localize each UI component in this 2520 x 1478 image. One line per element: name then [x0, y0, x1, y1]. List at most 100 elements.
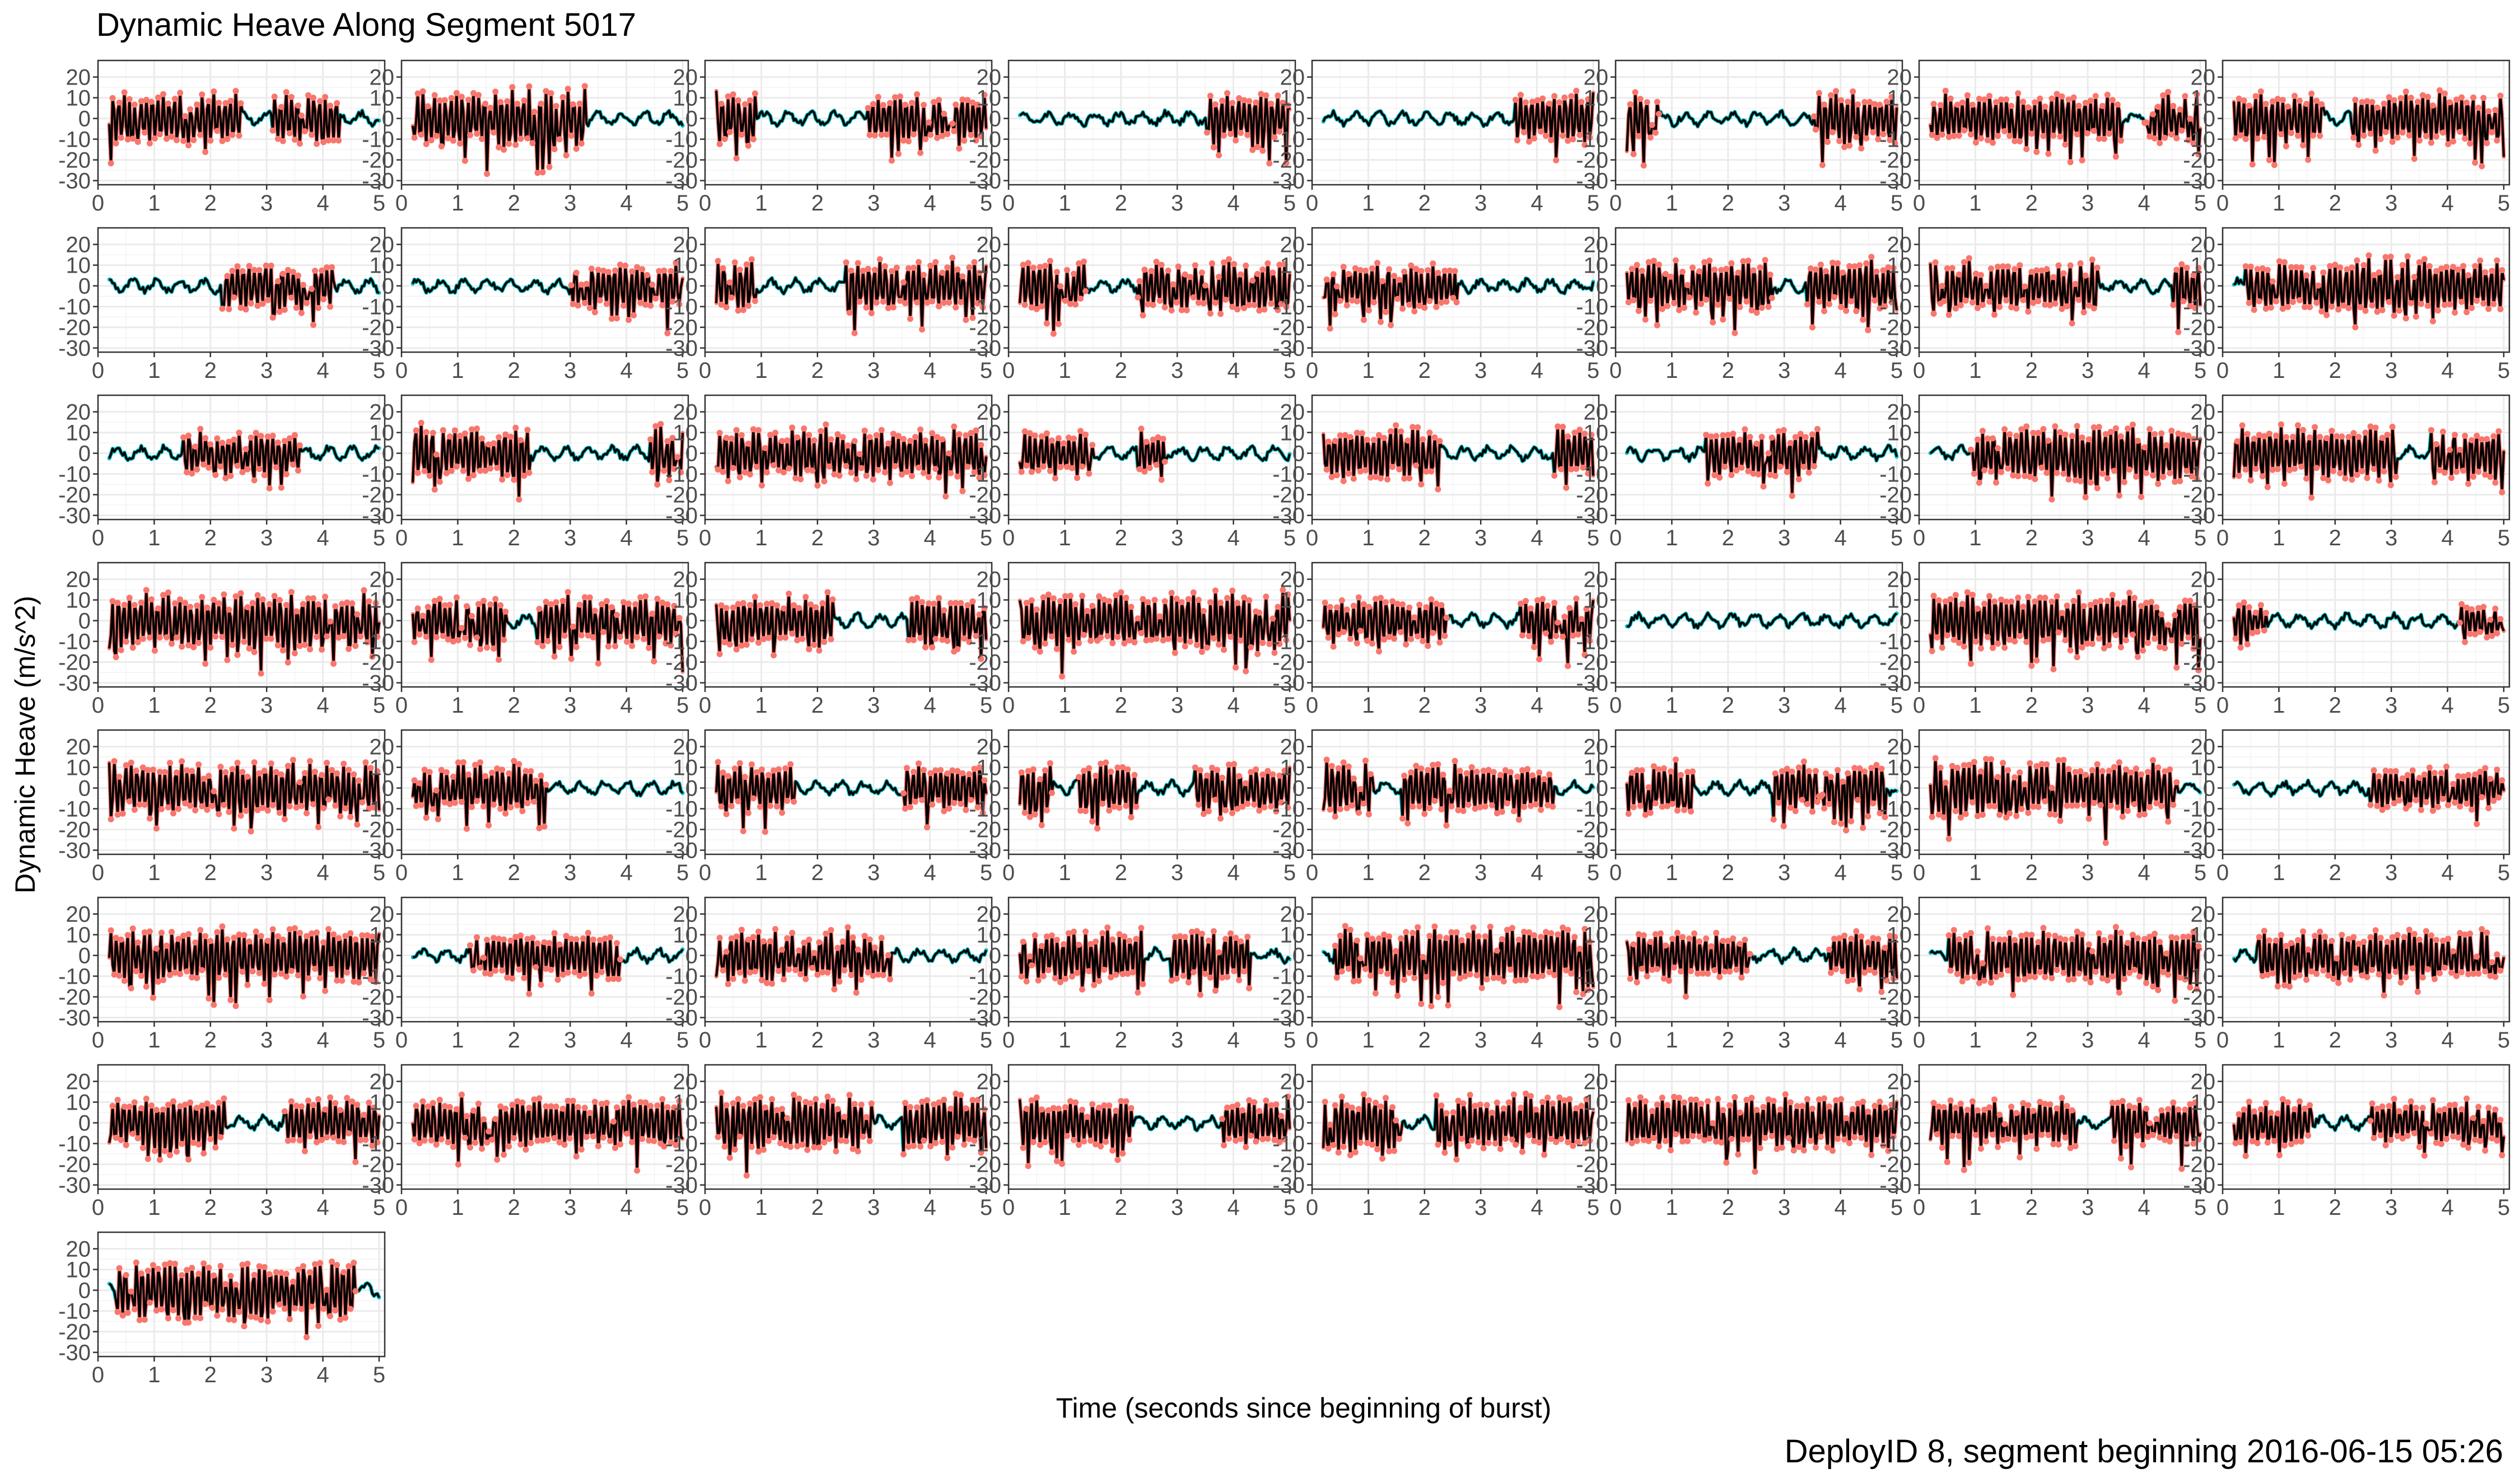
data-point: [1208, 764, 1215, 771]
data-point: [1190, 589, 1197, 596]
data-point: [2121, 599, 2127, 606]
data-point: [2187, 115, 2194, 122]
data-point: [921, 272, 927, 278]
data-point: [206, 465, 212, 471]
y-tick-label: -10: [2183, 128, 2215, 152]
data-point: [563, 933, 570, 939]
panel-border: [704, 59, 993, 186]
data-point: [1055, 435, 1062, 442]
data-point: [269, 802, 276, 808]
data-point: [2106, 130, 2112, 137]
data-point: [1345, 470, 1352, 477]
data-point: [254, 807, 261, 813]
data-point: [2170, 802, 2177, 808]
data-point: [581, 83, 588, 90]
x-tick-label: 3: [1474, 693, 1487, 718]
y-tick-label: 20: [66, 66, 91, 90]
data-point: [2054, 91, 2060, 97]
data-point: [2452, 309, 2458, 316]
data-point: [426, 769, 433, 775]
y-tick-label: -20: [1272, 483, 1305, 508]
data-point: [2025, 593, 2032, 600]
x-tick-label: 1: [148, 526, 160, 550]
data-point: [2354, 471, 2360, 478]
x-tick-label: 5: [2498, 693, 2510, 718]
data-point: [2190, 646, 2197, 652]
x-tick-label: 0: [395, 693, 408, 718]
data-point: [1084, 607, 1090, 614]
data-point: [296, 442, 303, 448]
data-point: [767, 802, 773, 809]
data-point: [1243, 668, 1249, 675]
data-point: [1207, 92, 1214, 99]
data-point: [2064, 602, 2070, 609]
data-point: [312, 768, 318, 775]
data-point: [1065, 434, 1072, 441]
data-point: [283, 602, 290, 608]
data-point: [521, 97, 528, 104]
data-point: [2060, 756, 2067, 763]
data-point: [2325, 477, 2332, 484]
data-point: [276, 308, 283, 315]
data-point: [1114, 634, 1121, 640]
data-point: [2052, 300, 2059, 307]
data-point: [124, 136, 131, 143]
y-tick-label: -30: [1879, 336, 1912, 361]
data-point: [2257, 602, 2264, 609]
data-point: [1238, 271, 1244, 278]
data-point: [664, 438, 671, 445]
x-tick-label: 4: [1227, 693, 1239, 718]
data-point: [1985, 634, 1991, 640]
data-point: [279, 270, 286, 277]
data-point: [1249, 277, 1256, 284]
x-tick-label: 2: [2329, 860, 2341, 885]
x-tick-label: 4: [1227, 191, 1239, 216]
data-point: [2447, 99, 2453, 106]
data-point: [1817, 261, 1824, 268]
data-point: [2162, 768, 2168, 775]
data-point: [219, 923, 226, 930]
x-tick-label: 2: [2026, 526, 2038, 550]
data-point: [522, 768, 529, 774]
data-point: [1940, 298, 1947, 305]
data-point: [367, 765, 374, 771]
data-point: [1625, 299, 1632, 306]
data-point: [185, 642, 192, 649]
y-tick-label: -10: [1272, 128, 1305, 152]
data-point: [138, 972, 144, 979]
data-point: [2094, 761, 2101, 768]
data-point: [436, 97, 443, 104]
x-tick-label: 5: [2194, 526, 2206, 550]
data-point: [664, 601, 671, 607]
data-point: [2065, 766, 2072, 773]
data-point: [315, 305, 321, 311]
data-point: [2423, 133, 2429, 139]
x-tick-label: 0: [2216, 860, 2229, 885]
data-point: [329, 966, 335, 972]
data-point: [1123, 595, 1130, 601]
data-point: [758, 482, 765, 489]
data-point: [736, 969, 743, 976]
heave-series-line: [412, 85, 684, 175]
data-point: [346, 766, 352, 773]
data-point: [2195, 151, 2202, 158]
data-point: [497, 99, 504, 105]
data-point: [1664, 803, 1670, 810]
data-point: [1578, 99, 1585, 105]
data-point: [786, 465, 792, 472]
data-point: [362, 759, 369, 766]
data-point: [1343, 805, 1350, 812]
data-point: [451, 427, 458, 434]
data-point: [1693, 309, 1700, 316]
y-tick-label: 10: [370, 923, 395, 948]
data-point: [1322, 600, 1328, 606]
data-point: [2187, 597, 2194, 604]
y-tick-label: 0: [382, 442, 394, 466]
data-point: [2364, 98, 2370, 105]
data-point: [1954, 101, 1961, 108]
data-point: [1956, 271, 1962, 278]
x-tick-label: 3: [260, 1028, 273, 1053]
data-point: [716, 934, 723, 941]
data-point: [654, 596, 661, 602]
